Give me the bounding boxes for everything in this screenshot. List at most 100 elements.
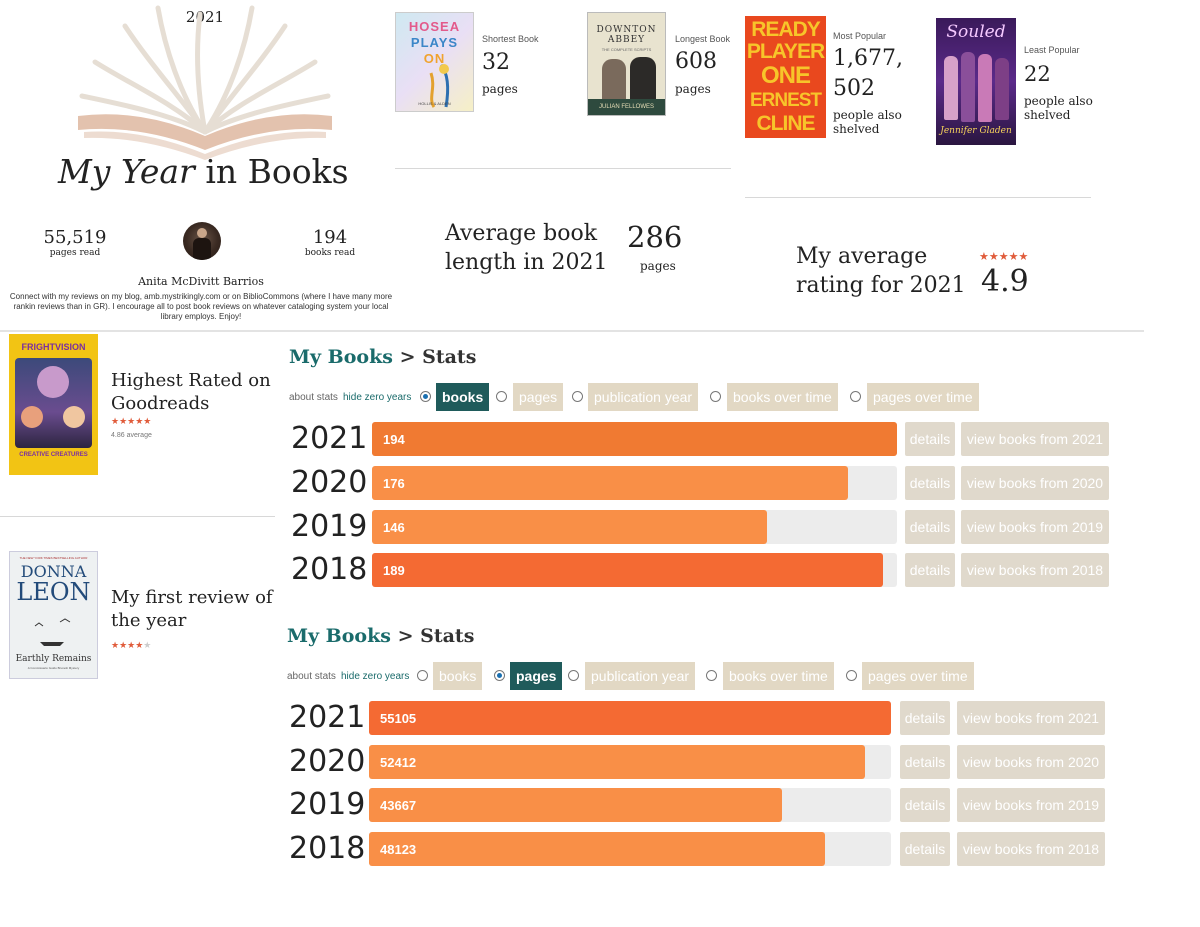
tab-pages[interactable]: pages bbox=[510, 662, 563, 690]
pages-read-label: pages read bbox=[49, 248, 101, 258]
profile-section: 55,519 pages read 194 books read Anita M… bbox=[0, 215, 392, 325]
details-button[interactable]: details bbox=[900, 832, 950, 866]
bar-track: 55105 bbox=[369, 701, 891, 735]
bar-track: 146 bbox=[372, 510, 897, 544]
stats-row-2019: 2019 43667 details view books from 2019 bbox=[289, 786, 1109, 824]
bar-value: 55105 bbox=[380, 711, 417, 726]
tab-pages[interactable]: pages bbox=[513, 383, 564, 411]
avg-rating-value: 4.9 bbox=[981, 264, 1029, 299]
stats-row-2018: 2018 189 details view books from 2018 bbox=[291, 551, 1111, 589]
details-button[interactable]: details bbox=[905, 466, 955, 500]
tab-books[interactable]: books bbox=[436, 383, 490, 411]
highest-rated-cover[interactable]: FRIGHTVISION CREATIVE CREATURES bbox=[9, 334, 98, 475]
bar-fill: 194 bbox=[372, 422, 897, 456]
view-books-button[interactable]: view books from 2021 bbox=[957, 701, 1105, 735]
row-year: 2021 bbox=[289, 700, 366, 735]
tab-publication-year[interactable]: publication year bbox=[588, 383, 699, 411]
tab-pages-over-time[interactable]: pages over time bbox=[862, 662, 974, 690]
most-popular-cover[interactable]: READY PLAYER ONE ERNEST CLINE bbox=[745, 16, 826, 138]
row-year: 2018 bbox=[289, 831, 366, 866]
highest-rated-label-line2: Goodreads bbox=[111, 393, 210, 414]
profile-name[interactable]: Anita McDivitt Barrios bbox=[138, 275, 264, 288]
cover-figure bbox=[944, 56, 958, 120]
bar-track: 48123 bbox=[369, 832, 891, 866]
longest-book-unit: pages bbox=[675, 82, 711, 96]
open-book-icon bbox=[78, 5, 332, 160]
radio-books-over-time[interactable] bbox=[710, 391, 721, 402]
least-popular-cover[interactable]: Souled Jennifer Gladen bbox=[936, 18, 1016, 145]
radio-publication-year[interactable] bbox=[568, 670, 579, 681]
radio-pages-over-time[interactable] bbox=[850, 391, 861, 402]
stats-row-2020: 2020 52412 details view books from 2020 bbox=[289, 743, 1109, 781]
stats-row-2020: 2020 176 details view books from 2020 bbox=[291, 464, 1111, 502]
tab-pages-over-time[interactable]: pages over time bbox=[867, 383, 979, 411]
stats-tabs: about stats hide zero years books pages … bbox=[289, 383, 989, 413]
avg-rating-label-line2: rating for 2021 bbox=[796, 273, 966, 298]
tab-publication-year[interactable]: publication year bbox=[585, 662, 696, 690]
row-year: 2019 bbox=[291, 509, 368, 544]
details-button[interactable]: details bbox=[900, 701, 950, 735]
stats-row-2021: 2021 55105 details view books from 2021 bbox=[289, 699, 1109, 737]
bar-value: 52412 bbox=[380, 755, 417, 770]
header-year: 2021 bbox=[185, 8, 225, 26]
most-popular-unit-line2: shelved bbox=[833, 122, 880, 136]
details-button[interactable]: details bbox=[905, 422, 955, 456]
tab-books[interactable]: books bbox=[433, 662, 483, 690]
details-button[interactable]: details bbox=[900, 745, 950, 779]
shortest-book-cover[interactable]: HOSEA PLAYS ON HOLLIS & ALDEN bbox=[395, 12, 474, 112]
radio-pages[interactable] bbox=[496, 391, 507, 402]
my-books-link[interactable]: My Books bbox=[287, 625, 391, 647]
radio-books[interactable] bbox=[420, 391, 431, 402]
details-button[interactable]: details bbox=[905, 510, 955, 544]
view-books-button[interactable]: view books from 2019 bbox=[961, 510, 1109, 544]
radio-pages-over-time[interactable] bbox=[846, 670, 857, 681]
my-books-link[interactable]: My Books bbox=[289, 346, 393, 368]
hide-zero-years-link[interactable]: hide zero years bbox=[343, 392, 412, 403]
tab-books-over-time[interactable]: books over time bbox=[727, 383, 838, 411]
cover-figure bbox=[961, 52, 975, 122]
page-title: My Year in Books bbox=[58, 152, 358, 191]
bar-value: 194 bbox=[383, 432, 405, 447]
radio-books[interactable] bbox=[417, 670, 428, 681]
view-books-button[interactable]: view books from 2018 bbox=[961, 553, 1109, 587]
radio-books-over-time[interactable] bbox=[706, 670, 717, 681]
bar-fill: 176 bbox=[372, 466, 849, 500]
bar-fill: 189 bbox=[372, 553, 884, 587]
details-button[interactable]: details bbox=[900, 788, 950, 822]
least-popular-unit-line2: shelved bbox=[1024, 108, 1071, 122]
bar-value: 48123 bbox=[380, 842, 417, 857]
bar-value: 189 bbox=[383, 563, 405, 578]
cover-figure bbox=[37, 366, 69, 398]
view-books-button[interactable]: view books from 2021 bbox=[961, 422, 1109, 456]
longest-book-cover[interactable]: DOWNTON ABBEY THE COMPLETE SCRIPTS JULIA… bbox=[587, 12, 666, 116]
bar-value: 176 bbox=[383, 476, 405, 491]
most-popular-label: Most Popular bbox=[833, 31, 887, 41]
stats-row-2019: 2019 146 details view books from 2019 bbox=[291, 508, 1111, 546]
highest-rated-stars: ★★★★★ bbox=[111, 417, 152, 427]
tab-books-over-time[interactable]: books over time bbox=[723, 662, 834, 690]
avg-length-unit: pages bbox=[640, 259, 676, 273]
birds-boat-icon bbox=[34, 618, 71, 646]
most-popular-unit-line1: people also bbox=[833, 108, 902, 122]
view-books-button[interactable]: view books from 2018 bbox=[957, 832, 1105, 866]
about-stats-link[interactable]: about stats bbox=[287, 671, 336, 682]
hide-zero-years-link[interactable]: hide zero years bbox=[341, 671, 410, 682]
avatar[interactable] bbox=[183, 222, 221, 260]
first-review-cover[interactable]: THE NEW YORK TIMES BESTSELLING AUTHOR DO… bbox=[9, 551, 98, 679]
title-year: Year bbox=[120, 152, 195, 191]
about-stats-link[interactable]: about stats bbox=[289, 392, 338, 403]
view-books-button[interactable]: view books from 2020 bbox=[961, 466, 1109, 500]
avg-rating-stars: ★★★★★ bbox=[979, 250, 1029, 263]
shortest-book-value: 32 bbox=[482, 50, 510, 75]
view-books-button[interactable]: view books from 2020 bbox=[957, 745, 1105, 779]
details-button[interactable]: details bbox=[905, 553, 955, 587]
shortest-book-label: Shortest Book bbox=[482, 34, 539, 44]
first-review-label-line1: My first review of bbox=[111, 587, 273, 608]
row-year: 2021 bbox=[291, 421, 368, 456]
radio-pages[interactable] bbox=[494, 670, 505, 681]
view-books-button[interactable]: view books from 2019 bbox=[957, 788, 1105, 822]
radio-publication-year[interactable] bbox=[572, 391, 583, 402]
bar-fill: 48123 bbox=[369, 832, 825, 866]
stats-label: Stats bbox=[420, 625, 475, 647]
bar-value: 43667 bbox=[380, 798, 417, 813]
